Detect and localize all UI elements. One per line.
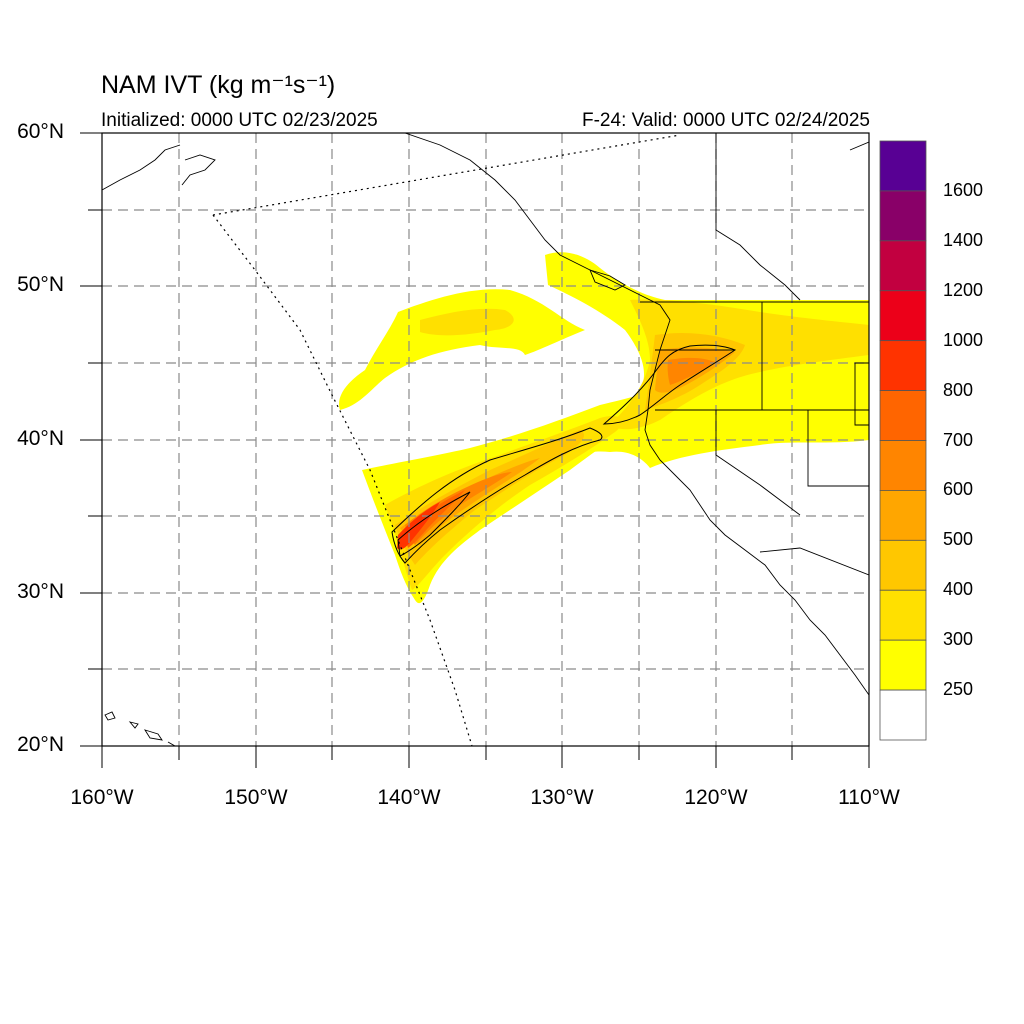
plot-title: NAM IVT (kg m⁻¹s⁻¹) [101, 71, 336, 99]
initialized-time: Initialized: 0000 UTC 02/23/2025 [101, 110, 378, 131]
lon-label-120w: 120°W [684, 786, 748, 809]
lat-label-40n: 40°N [17, 427, 64, 450]
colorbar-swatch [879, 689, 927, 741]
valid-time: F-24: Valid: 0000 UTC 02/24/2025 [582, 110, 870, 131]
lon-label-110w: 110°W [838, 786, 900, 809]
colorbar-label: 700 [943, 429, 974, 450]
colorbar-label: 800 [943, 379, 974, 400]
colorbar-label: 1600 [943, 179, 984, 200]
colorbar-swatch [879, 390, 927, 441]
colorbar-swatch [879, 589, 927, 641]
axis-ticks [80, 132, 870, 768]
colorbar-label: 1000 [943, 329, 984, 350]
lat-label-20n: 20°N [17, 733, 64, 756]
lon-label-130w: 130°W [530, 786, 594, 809]
colorbar-swatch [879, 240, 927, 292]
colorbar-label: 1200 [943, 279, 984, 300]
colorbar-label: 600 [943, 479, 974, 500]
ivt-shading [339, 252, 869, 604]
lat-label-60n: 60°N [17, 120, 64, 143]
colorbar-swatch [879, 639, 927, 691]
colorbar-swatch [879, 140, 927, 192]
colorbar-swatch [879, 290, 927, 342]
lat-label-50n: 50°N [17, 273, 64, 296]
colorbar-swatch [879, 440, 927, 491]
coastlines [102, 133, 869, 746]
colorbar [879, 140, 927, 741]
colorbar-swatch [879, 340, 927, 391]
lon-label-150w: 150°W [224, 786, 288, 809]
colorbar-swatch [879, 539, 927, 591]
colorbar-label: 300 [943, 629, 974, 650]
colorbar-swatch [879, 490, 927, 541]
colorbar-label: 1400 [943, 229, 984, 250]
colorbar-swatch [879, 190, 927, 242]
lon-label-140w: 140°W [377, 786, 441, 809]
political-borders [640, 133, 869, 576]
lat-label-30n: 30°N [17, 580, 64, 603]
colorbar-label: 250 [943, 679, 974, 700]
model-domain-boundary [212, 134, 681, 746]
lon-label-160w: 160°W [70, 786, 134, 809]
colorbar-label: 500 [943, 529, 974, 550]
colorbar-label: 400 [943, 579, 974, 600]
